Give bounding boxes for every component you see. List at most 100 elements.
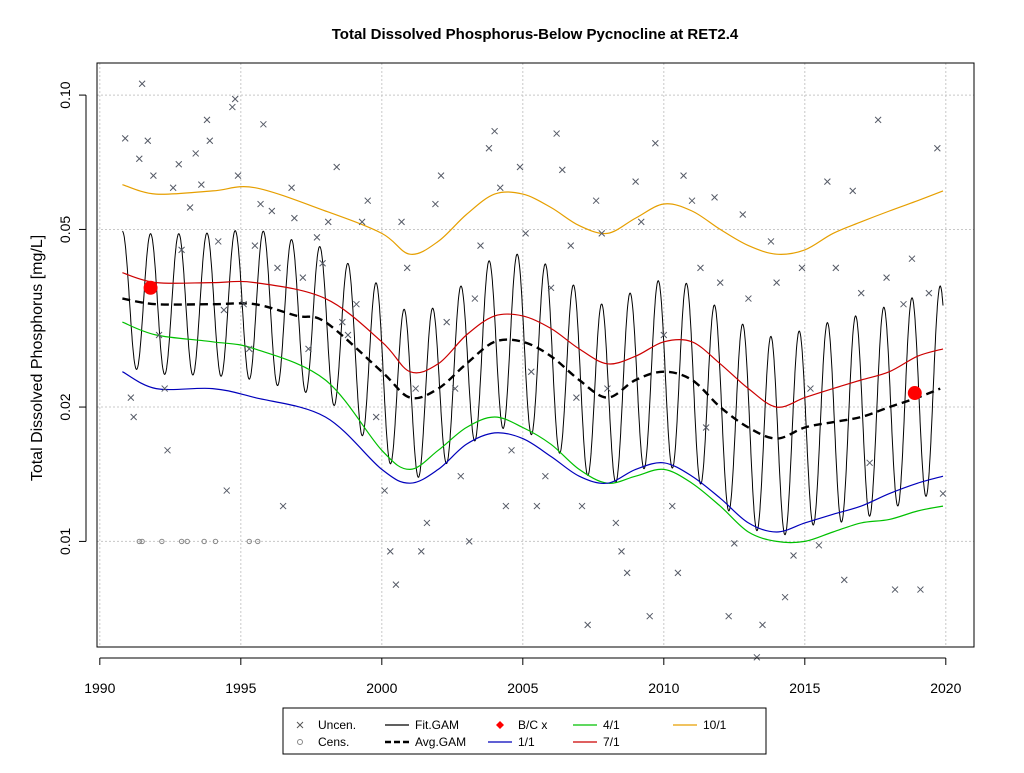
uncensored-point-stroke: [781, 593, 789, 601]
uncensored-point-stroke: [471, 295, 479, 302]
uncensored-point: [578, 502, 586, 510]
uncensored-point-stroke: [623, 569, 631, 577]
uncensored-point: [849, 187, 857, 195]
uncensored-point: [502, 502, 510, 510]
uncensored-point: [637, 218, 645, 226]
x-tick-label: 2020: [930, 680, 961, 696]
legend-label: 4/1: [603, 718, 620, 732]
legend-label: 1/1: [518, 735, 535, 749]
uncensored-point: [781, 593, 789, 601]
uncensored-point: [206, 137, 214, 145]
uncensored-point: [477, 242, 484, 249]
uncensored-point-stroke: [491, 127, 498, 135]
uncensored-point-stroke: [516, 163, 524, 171]
uncensored-point-stroke: [381, 487, 388, 494]
uncensored-point-stroke: [175, 160, 183, 168]
uncensored-point: [175, 160, 183, 168]
uncensored-point: [612, 519, 620, 527]
uncensored-point: [730, 540, 738, 547]
uncensored-point-stroke: [403, 264, 411, 272]
uncensored-point-stroke: [214, 238, 222, 245]
uncensored-point-stroke: [313, 234, 321, 241]
uncensored-point-stroke: [711, 194, 718, 201]
uncensored-point-stroke: [745, 295, 752, 302]
uncensored-point: [138, 80, 146, 88]
uncensored-point-stroke: [477, 242, 484, 249]
y-tick-label: 0.02: [57, 393, 73, 420]
uncensored-point: [192, 150, 200, 157]
legend-label: 7/1: [603, 735, 620, 749]
uncensored-point-stroke: [333, 163, 341, 171]
uncensored-point-stroke: [423, 519, 431, 527]
uncensored-point-stroke: [807, 385, 814, 392]
uncensored-point: [824, 178, 831, 185]
uncensored-point: [702, 424, 710, 431]
uncensored-point-stroke: [900, 300, 907, 308]
uncensored-point: [598, 230, 606, 237]
data-points: [121, 80, 947, 661]
uncensored-point-stroke: [857, 289, 865, 297]
uncensored-point-stroke: [612, 519, 620, 527]
uncensored-point: [573, 394, 580, 401]
uncensored-point-stroke: [815, 541, 823, 549]
uncensored-point-stroke: [866, 459, 874, 467]
legend-item: 1/1: [488, 735, 535, 749]
uncensored-point: [358, 218, 366, 226]
uncensored-point: [592, 197, 600, 205]
series-line-7-1: [122, 272, 944, 408]
uncensored-point: [305, 345, 312, 353]
y-tick-label: 0.10: [57, 81, 73, 108]
uncensored-point-stroke: [759, 621, 766, 629]
uncensored-point: [220, 306, 228, 314]
chart-title: Total Dissolved Phosphorus-Below Pycnocl…: [332, 26, 739, 43]
uncensored-point-stroke: [344, 331, 352, 339]
uncensored-point: [457, 472, 465, 480]
uncensored-point: [231, 95, 239, 103]
uncensored-point-stroke: [739, 211, 747, 218]
x-tick-label: 1990: [84, 680, 115, 696]
x-tick-label: 1995: [225, 680, 256, 696]
uncensored-point-stroke: [598, 230, 606, 237]
legend-box: [282, 707, 767, 755]
x-tick-label: 2005: [507, 680, 538, 696]
y-axis-label: Total Dissolved Phosphorus [mg/L]: [29, 235, 46, 481]
uncensored-point-stroke: [578, 502, 586, 510]
uncensored-point: [372, 413, 380, 421]
uncensored-point: [161, 385, 169, 392]
uncensored-point: [815, 541, 823, 549]
uncensored-point: [900, 300, 907, 308]
uncensored-point: [832, 264, 840, 272]
uncensored-point-stroke: [229, 103, 236, 111]
uncensored-point-stroke: [161, 385, 169, 392]
uncensored-point: [632, 178, 639, 185]
series-line-10-1: [122, 184, 944, 255]
uncensored-point-stroke: [234, 172, 242, 179]
uncensored-point: [646, 612, 654, 620]
uncensored-point-stroke: [398, 218, 405, 226]
uncensored-point: [516, 163, 524, 171]
uncensored-point: [169, 184, 177, 192]
uncensored-point-stroke: [592, 197, 600, 205]
uncensored-point: [135, 155, 143, 163]
legend-swatch-diamond: [496, 721, 504, 729]
uncensored-point: [234, 172, 242, 179]
uncensored-point: [697, 264, 704, 272]
uncensored-point: [178, 246, 185, 254]
uncensored-point: [739, 211, 747, 218]
uncensored-point-stroke: [358, 218, 366, 226]
uncensored-point-stroke: [767, 238, 775, 245]
uncensored-point-stroke: [849, 187, 857, 195]
grid-lines: [97, 63, 974, 647]
legend-label: B/C x: [518, 718, 547, 732]
uncensored-point-stroke: [386, 548, 394, 555]
uncensored-point-stroke: [908, 255, 916, 263]
x-tick-label: 2015: [789, 680, 820, 696]
uncensored-point: [753, 653, 761, 661]
uncensored-point-stroke: [220, 306, 228, 314]
uncensored-point-stroke: [702, 424, 710, 431]
uncensored-point: [716, 279, 724, 286]
uncensored-point: [223, 487, 231, 494]
series-line-4-1: [122, 321, 944, 544]
legend-item: Uncen.: [296, 718, 356, 732]
